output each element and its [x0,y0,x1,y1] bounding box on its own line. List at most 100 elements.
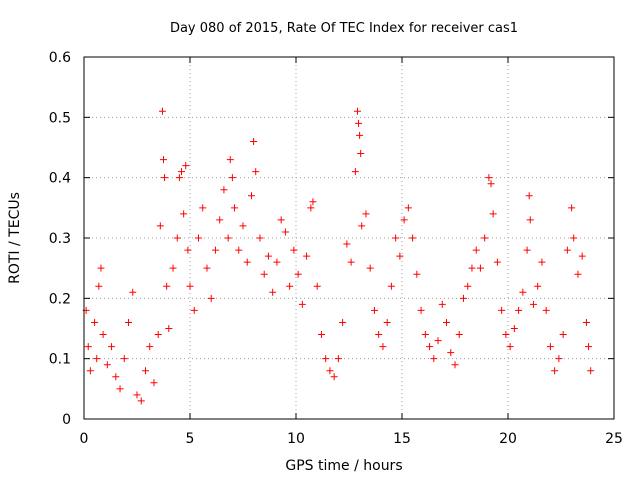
data-point [93,355,101,363]
data-point [353,107,361,115]
data-point [451,361,459,369]
data-point [298,300,306,308]
data-point [515,306,523,314]
data-point [523,246,531,254]
data-point [146,343,154,351]
data-point [235,246,243,254]
data-point [281,228,289,236]
data-point [163,282,171,290]
data-point [546,343,554,351]
data-point [526,216,534,224]
data-point [203,264,211,272]
data-point [334,355,342,363]
data-point [476,264,484,272]
data-point [239,222,247,230]
data-point [542,306,550,314]
data-point [95,282,103,290]
data-point [375,331,383,339]
data-point [362,210,370,218]
x-tick-label: 20 [499,431,517,447]
data-point [447,349,455,357]
data-point [510,325,518,332]
data-point [250,137,258,145]
data-point [330,373,338,381]
data-point [413,270,421,278]
data-point [269,288,277,296]
data-point [538,258,546,266]
data-point [294,270,302,278]
data-point [184,246,192,254]
data-point [317,331,325,339]
data-point [97,264,105,272]
data-point [247,192,255,200]
y-tick-label: 0.2 [49,291,71,307]
data-point [578,252,586,260]
data-point [216,216,224,224]
data-point [534,282,542,290]
data-point [182,162,190,170]
data-point [141,367,149,375]
data-point [309,198,317,206]
data-point [120,355,128,363]
x-tick-label: 10 [287,431,305,447]
y-tick-label: 0.3 [49,231,71,247]
data-point [99,331,107,339]
data-point [256,234,264,242]
data-point [434,337,442,345]
data-point [559,331,567,339]
data-point [156,222,164,230]
data-point [173,234,181,242]
x-axis-label: GPS time / hours [285,458,402,474]
data-point [154,331,162,339]
data-point [220,186,228,194]
data-point [421,331,429,339]
data-point [108,343,116,351]
y-tick-label: 0.6 [49,50,71,66]
data-point [160,156,167,164]
data-point [190,306,198,314]
data-point [226,156,234,164]
data-point [455,331,463,339]
data-point [351,168,359,176]
data-point [430,355,438,363]
data-point [116,385,124,393]
y-axis-label: ROTI / TECUs [7,192,23,284]
data-point [568,204,576,212]
data-point [551,367,559,375]
data-point [366,264,374,272]
data-point [343,240,351,248]
data-point [574,270,582,278]
data-point [357,150,365,158]
data-point [307,204,315,212]
x-tick-label: 15 [393,431,411,447]
data-point [313,282,321,290]
data-point [125,318,133,326]
data-point [468,264,476,272]
data-point [211,246,219,254]
data-point [392,234,400,242]
y-tick-label: 0 [62,412,71,428]
data-point [103,361,111,369]
axis-ticks: 0 5 10 15 20 25 0 0.1 0.2 0.3 0.4 0.5 0.6 [49,50,623,447]
data-point [137,397,145,405]
data-point [472,246,480,254]
data-point [383,318,391,326]
data-point [404,204,412,212]
data-point [529,300,537,308]
data-point [525,192,533,200]
data-point [498,306,506,314]
data-point [169,264,177,272]
data-point [91,318,99,326]
y-tick-label: 0.1 [49,352,71,368]
data-point [273,258,281,266]
x-tick-label: 0 [80,431,89,447]
data-point [485,174,493,182]
data-point [84,343,92,351]
data-point [133,391,141,399]
x-tick-label: 5 [186,431,195,447]
data-point [180,210,188,218]
data-point [207,294,215,302]
data-point [489,210,497,218]
data-point [175,174,183,182]
